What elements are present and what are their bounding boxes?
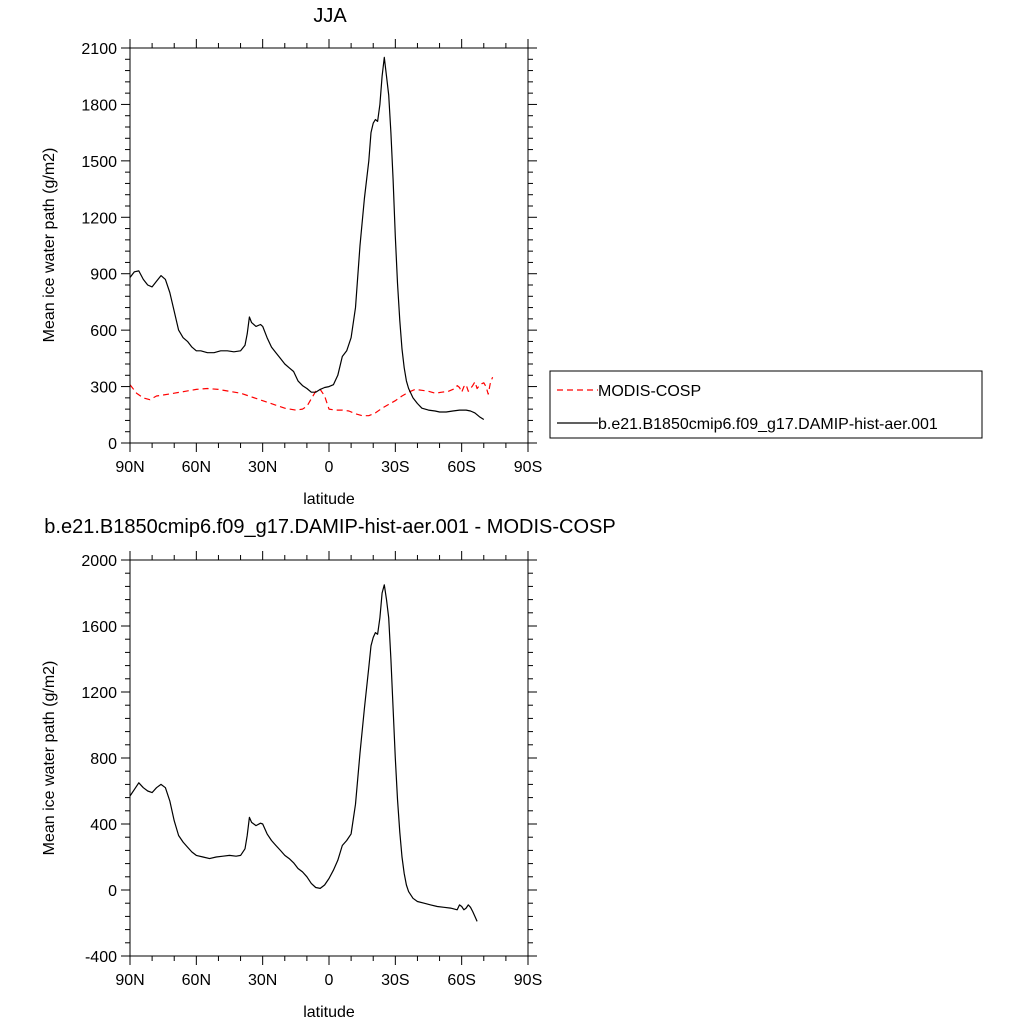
bottom-panel: b.e21.B1850cmip6.f09_g17.DAMIP-hist-aer.… <box>41 516 616 1021</box>
top-y-tick-labels: 0 300 600 900 1200 1500 1800 2100 <box>81 41 117 453</box>
bottom-x-axis-label: latitude <box>303 1004 355 1021</box>
top-y-tick-label: 0 <box>108 436 117 453</box>
top-x-tick-label: 90N <box>115 459 144 476</box>
top-chart-title: JJA <box>313 5 347 27</box>
bottom-series-line-0 <box>129 584 478 922</box>
legend-label-model: b.e21.B1850cmip6.f09_g17.DAMIP-hist-aer.… <box>598 416 938 433</box>
bottom-series-group <box>129 584 478 922</box>
top-axes-ticks <box>121 39 537 452</box>
bottom-x-tick-label: 60S <box>447 972 475 989</box>
bottom-x-tick-label: 30S <box>381 972 409 989</box>
legend-label-modis: MODIS-COSP <box>598 383 701 400</box>
bottom-x-tick-label: 0 <box>325 972 334 989</box>
bottom-y-tick-label: 1600 <box>81 619 117 636</box>
top-y-tick-label: 300 <box>90 380 117 397</box>
bottom-y-axis-label: Mean ice water path (g/m2) <box>41 661 58 856</box>
bottom-x-tick-labels: 90N 60N 30N 0 30S 60S 90S <box>115 972 542 989</box>
top-x-tick-labels: 90N 60N 30N 0 30S 60S 90S <box>115 459 542 476</box>
top-y-axis-label: Mean ice water path (g/m2) <box>41 148 58 343</box>
top-x-axis-label: latitude <box>303 491 355 508</box>
top-x-tick-label: 60N <box>182 459 211 476</box>
top-x-tick-label: 30S <box>381 459 409 476</box>
top-series-line-1 <box>129 56 485 421</box>
top-y-tick-label: 1800 <box>81 97 117 114</box>
legend: MODIS-COSP b.e21.B1850cmip6.f09_g17.DAMI… <box>549 370 983 439</box>
bottom-axes-ticks <box>121 551 537 965</box>
bottom-y-tick-label: 2000 <box>81 553 117 570</box>
bottom-x-tick-label: 90N <box>115 972 144 989</box>
bottom-y-tick-label: 400 <box>90 817 117 834</box>
bottom-y-tick-label: -400 <box>85 949 117 966</box>
top-y-tick-label: 900 <box>90 267 117 284</box>
bottom-chart-title: b.e21.B1850cmip6.f09_g17.DAMIP-hist-aer.… <box>44 516 615 538</box>
bottom-x-tick-label: 30N <box>248 972 277 989</box>
bottom-plot-frame <box>129 559 529 957</box>
top-y-tick-label: 600 <box>90 323 117 340</box>
top-panel: JJA 0 300 600 900 1200 1500 1800 2100 90N 60N 30N… <box>41 5 542 508</box>
bottom-x-tick-label: 60N <box>182 972 211 989</box>
bottom-y-tick-label: 800 <box>90 751 117 768</box>
top-plot-frame <box>129 47 529 444</box>
bottom-x-tick-label: 90S <box>514 972 542 989</box>
top-y-tick-label: 2100 <box>81 41 117 58</box>
top-x-tick-label: 90S <box>514 459 542 476</box>
top-x-tick-label: 0 <box>325 459 334 476</box>
legend-box <box>549 370 983 439</box>
top-y-tick-label: 1500 <box>81 154 117 171</box>
top-y-tick-label: 1200 <box>81 210 117 227</box>
bottom-y-tick-labels: -400 0 400 800 1200 1600 2000 <box>81 553 117 966</box>
top-x-tick-label: 60S <box>447 459 475 476</box>
top-x-tick-label: 30N <box>248 459 277 476</box>
bottom-y-tick-label: 1200 <box>81 685 117 702</box>
bottom-y-tick-label: 0 <box>108 883 117 900</box>
top-series-group <box>129 56 494 421</box>
top-series-line-0 <box>129 376 494 417</box>
